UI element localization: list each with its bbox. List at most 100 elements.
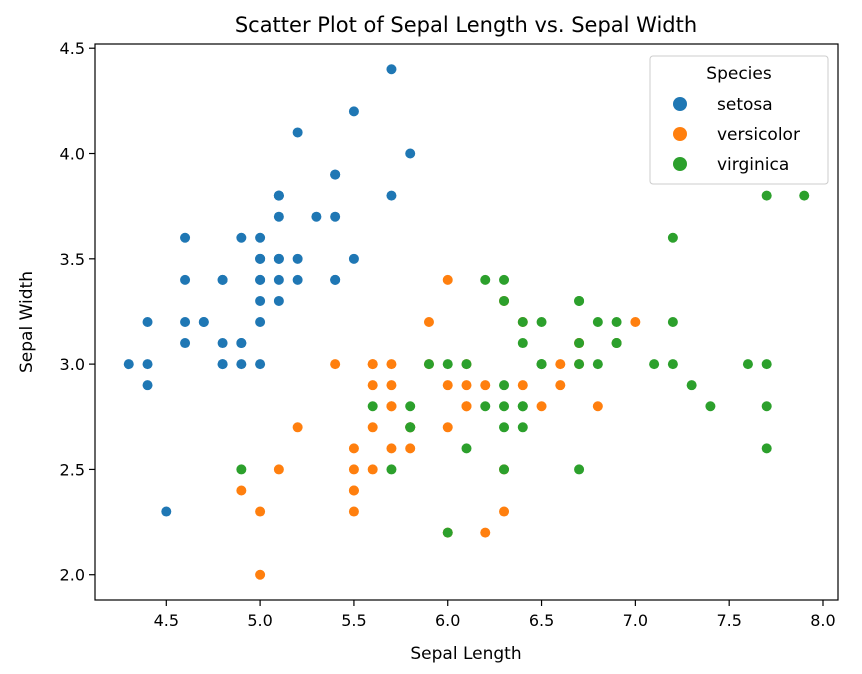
- data-point-virginica: [611, 338, 622, 349]
- data-point-setosa: [311, 211, 322, 222]
- data-point-setosa: [348, 253, 359, 264]
- data-point-setosa: [123, 359, 134, 370]
- legend-label-setosa: setosa: [717, 95, 773, 115]
- data-point-virginica: [611, 317, 622, 327]
- legend-marker-versicolor: [673, 127, 687, 141]
- data-point-virginica: [592, 317, 603, 327]
- data-point-virginica: [423, 359, 434, 370]
- data-point-setosa: [217, 338, 228, 349]
- data-point-setosa: [273, 295, 284, 306]
- series-virginica: [236, 190, 810, 538]
- data-point-virginica: [386, 464, 397, 475]
- data-point-setosa: [330, 274, 341, 285]
- data-point-versicolor: [442, 422, 453, 433]
- data-point-setosa: [292, 274, 303, 285]
- x-tick-label: 8.0: [810, 611, 835, 630]
- x-tick-label: 4.5: [154, 611, 179, 630]
- y-axis-title: Sepal Width: [17, 271, 37, 373]
- data-point-versicolor: [367, 464, 378, 475]
- data-point-virginica: [499, 422, 510, 433]
- data-point-setosa: [348, 106, 359, 117]
- data-point-virginica: [499, 380, 510, 391]
- data-point-virginica: [574, 464, 585, 475]
- data-point-setosa: [255, 274, 266, 285]
- data-point-versicolor: [367, 422, 378, 433]
- data-point-versicolor: [273, 464, 284, 475]
- data-point-setosa: [180, 274, 191, 285]
- data-point-setosa: [330, 211, 341, 222]
- chart-title: Scatter Plot of Sepal Length vs. Sepal W…: [235, 13, 697, 37]
- x-tick-label: 6.5: [529, 611, 554, 630]
- data-point-virginica: [574, 295, 585, 306]
- data-point-virginica: [574, 359, 585, 370]
- data-point-virginica: [442, 527, 453, 538]
- data-point-versicolor: [461, 380, 472, 391]
- data-point-setosa: [180, 317, 191, 327]
- data-point-virginica: [667, 317, 678, 327]
- legend-items: setosa versicolor virginica: [673, 95, 800, 175]
- data-point-setosa: [292, 127, 303, 138]
- data-point-virginica: [461, 359, 472, 370]
- data-point-setosa: [255, 317, 266, 327]
- y-tick-label: 4.0: [60, 145, 85, 164]
- legend-marker-virginica: [673, 157, 687, 171]
- data-point-virginica: [761, 443, 772, 454]
- data-point-setosa: [255, 253, 266, 264]
- data-point-setosa: [217, 274, 228, 285]
- data-point-virginica: [517, 317, 528, 327]
- plot-frame: [94, 43, 839, 601]
- data-point-versicolor: [386, 380, 397, 391]
- data-point-setosa: [142, 317, 153, 327]
- x-tick-label: 7.0: [623, 611, 648, 630]
- data-point-setosa: [142, 359, 153, 370]
- data-point-versicolor: [630, 317, 641, 327]
- data-point-versicolor: [442, 380, 453, 391]
- data-point-virginica: [592, 359, 603, 370]
- data-point-versicolor: [555, 359, 566, 370]
- data-point-virginica: [686, 380, 697, 391]
- data-point-versicolor: [423, 317, 434, 327]
- data-point-virginica: [799, 190, 810, 201]
- data-point-setosa: [236, 338, 247, 349]
- legend-item-virginica: virginica: [673, 155, 789, 175]
- data-point-versicolor: [330, 359, 341, 370]
- data-point-virginica: [667, 359, 678, 370]
- data-point-versicolor: [348, 485, 359, 496]
- data-point-versicolor: [461, 401, 472, 412]
- x-tick-label: 6.0: [435, 611, 460, 630]
- y-tick-label: 3.5: [60, 250, 85, 269]
- data-point-virginica: [761, 359, 772, 370]
- data-point-setosa: [386, 190, 397, 201]
- data-point-setosa: [330, 169, 341, 180]
- data-point-setosa: [236, 232, 247, 243]
- data-point-virginica: [480, 274, 491, 285]
- data-point-virginica: [761, 190, 772, 201]
- data-point-virginica: [705, 401, 716, 412]
- data-point-virginica: [499, 401, 510, 412]
- data-point-virginica: [405, 422, 416, 433]
- legend-box: [649, 55, 829, 185]
- y-tick-label: 2.5: [60, 460, 85, 479]
- data-point-versicolor: [499, 506, 510, 517]
- data-point-versicolor: [348, 506, 359, 517]
- legend-label-virginica: virginica: [717, 155, 789, 175]
- data-point-setosa: [405, 148, 416, 159]
- data-point-setosa: [142, 380, 153, 391]
- data-point-versicolor: [517, 380, 528, 391]
- data-point-virginica: [667, 232, 678, 243]
- x-tick-label: 5.5: [341, 611, 366, 630]
- x-tick-label: 5.0: [247, 611, 272, 630]
- data-point-setosa: [273, 211, 284, 222]
- data-point-setosa: [255, 232, 266, 243]
- data-point-virginica: [367, 401, 378, 412]
- data-point-versicolor: [480, 527, 491, 538]
- data-point-virginica: [480, 401, 491, 412]
- data-point-versicolor: [367, 380, 378, 391]
- data-point-virginica: [499, 274, 510, 285]
- data-point-versicolor: [255, 569, 266, 580]
- data-point-versicolor: [386, 359, 397, 370]
- data-point-virginica: [574, 338, 585, 349]
- data-point-virginica: [761, 401, 772, 412]
- data-point-setosa: [273, 190, 284, 201]
- data-point-virginica: [536, 317, 547, 327]
